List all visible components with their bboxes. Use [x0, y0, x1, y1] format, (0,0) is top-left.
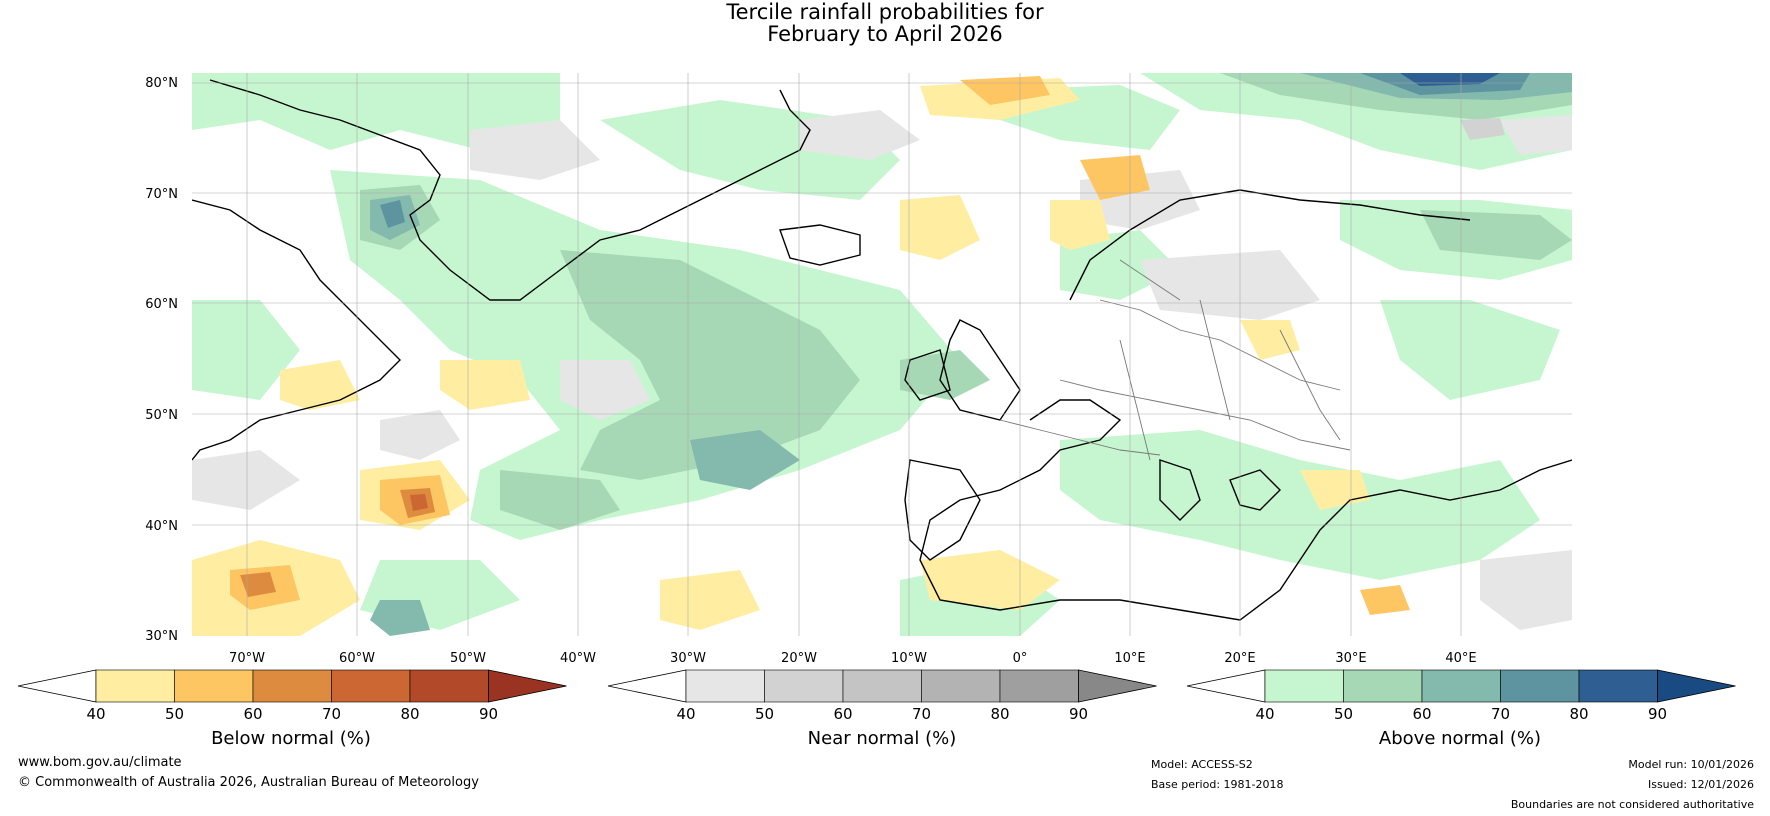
lon-label-30w: 30°W	[670, 651, 706, 666]
colorbar-above-low-extend	[1186, 669, 1266, 703]
colorbar-above-tick-label: 50	[1334, 705, 1353, 723]
colorbars: 40 50 60 70 80 90 40 50 60 70 80 90 40 50 60 70 80 90	[17, 669, 1736, 723]
colorbar-above-segment	[1500, 669, 1580, 703]
colorbar-below-high-extend	[488, 669, 567, 703]
lon-label-10w: 10°W	[891, 651, 927, 666]
colorbar-near-tick-label: 40	[676, 705, 695, 723]
lon-label-20e: 20°E	[1224, 651, 1255, 666]
footer-issued: Issued: 12/01/2026	[1647, 778, 1754, 791]
lon-label-10e: 10°E	[1114, 651, 1145, 666]
colorbar-below-segment	[409, 669, 489, 703]
colorbar-near-tick-label: 80	[990, 705, 1009, 723]
graticule	[192, 73, 1572, 636]
footer-copyright: © Commonwealth of Australia 2026, Austra…	[18, 775, 479, 790]
colorbar-below-low-extend	[17, 669, 97, 703]
colorbar-above-segment	[1421, 669, 1501, 703]
colorbar-title-near: Near normal (%)	[807, 728, 957, 749]
footer-model: Model: ACCESS-S2	[1151, 758, 1253, 771]
footer-model-run: Model run: 10/01/2026	[1628, 758, 1754, 771]
lon-label-40e: 40°E	[1445, 651, 1476, 666]
lat-label-50n: 50°N	[145, 408, 178, 423]
colorbar-above-tick-label: 70	[1491, 705, 1510, 723]
lat-label-70n: 70°N	[145, 187, 178, 202]
colorbar-near-tick-label: 90	[1069, 705, 1088, 723]
colorbar-below-tick-label: 60	[243, 705, 262, 723]
colorbar-below-tick-label: 90	[479, 705, 498, 723]
colorbar-below-tick-label: 70	[322, 705, 341, 723]
colorbar-near-segment	[764, 669, 844, 703]
map-title-line2: February to April 2026	[767, 22, 1003, 46]
colorbar-below-segment	[95, 669, 175, 703]
colorbar-above-tick-label: 90	[1648, 705, 1667, 723]
colorbar-near-segment	[921, 669, 1001, 703]
footer-website[interactable]: www.bom.gov.au/climate	[18, 755, 182, 770]
lon-label-20w: 20°W	[781, 651, 817, 666]
colorbar-title-above: Above normal (%)	[1378, 728, 1542, 749]
lon-label-60w: 60°W	[339, 651, 375, 666]
colorbar-near-tick-label: 50	[755, 705, 774, 723]
colorbar-above-segment	[1578, 669, 1658, 703]
colorbar-above-tick-label: 60	[1412, 705, 1431, 723]
colorbar-title-below: Below normal (%)	[211, 728, 371, 749]
colorbar-near-segment	[999, 669, 1079, 703]
lat-label-30n: 30°N	[145, 629, 178, 644]
colorbar-above-segment	[1343, 669, 1423, 703]
colorbar-near-high-extend	[1078, 669, 1157, 703]
lon-label-50w: 50°W	[450, 651, 486, 666]
lon-label-70w: 70°W	[229, 651, 265, 666]
colorbar-near-tick-label: 70	[912, 705, 931, 723]
colorbar-above-segment	[1264, 669, 1344, 703]
lat-label-80n: 80°N	[145, 76, 178, 91]
lon-label-0: 0°	[1013, 651, 1028, 666]
footer-disclaimer: Boundaries are not considered authoritat…	[1510, 798, 1754, 811]
colorbar-above-tick-label: 40	[1255, 705, 1274, 723]
colorbar-below-tick-label: 40	[86, 705, 105, 723]
colorbar-near-segment	[685, 669, 765, 703]
colorbar-below-segment	[331, 669, 411, 703]
probability-field	[192, 73, 1572, 636]
lat-label-60n: 60°N	[145, 297, 178, 312]
colorbar-below-tick-label: 50	[165, 705, 184, 723]
colorbar-below-tick-label: 80	[400, 705, 419, 723]
colorbar-below-segment	[174, 669, 254, 703]
lon-label-30e: 30°E	[1335, 651, 1366, 666]
lat-label-40n: 40°N	[145, 519, 178, 534]
colorbar-near-tick-label: 60	[833, 705, 852, 723]
map-title-line1: Tercile rainfall probabilities for	[726, 0, 1044, 24]
colorbar-above-high-extend	[1657, 669, 1736, 703]
colorbar-near-low-extend	[607, 669, 687, 703]
colorbar-above-tick-label: 80	[1569, 705, 1588, 723]
colorbar-near-segment	[842, 669, 922, 703]
lon-label-40w: 40°W	[560, 651, 596, 666]
footer-base-period: Base period: 1981-2018	[1151, 778, 1284, 791]
colorbar-below-segment	[252, 669, 332, 703]
